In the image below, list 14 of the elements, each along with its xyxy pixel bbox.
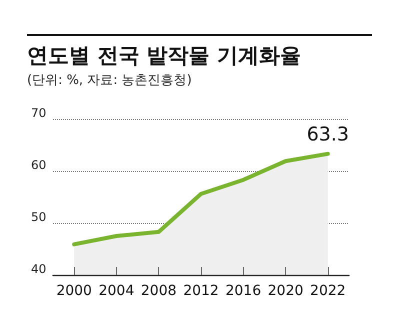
- y-tick-label: 40: [31, 262, 46, 276]
- x-tick-label: 2008: [140, 283, 177, 299]
- y-tick-label: 50: [31, 210, 46, 224]
- chart-title: 연도별 전국 밭작물 기계화율: [27, 44, 301, 68]
- x-tick-label: 2020: [268, 283, 304, 299]
- y-tick-label: 60: [31, 158, 46, 172]
- y-tick-label: 70: [31, 106, 46, 120]
- x-tick-label: 2016: [225, 283, 262, 299]
- x-tick-label: 2012: [183, 283, 219, 299]
- x-tick-label: 2000: [56, 283, 92, 299]
- data-label: 63.3: [306, 123, 350, 146]
- chart-subtitle: (단위: %, 자료: 농촌진흥청): [27, 73, 192, 88]
- x-tick-label: 2004: [98, 283, 134, 299]
- x-tick-label: 2022: [310, 283, 346, 299]
